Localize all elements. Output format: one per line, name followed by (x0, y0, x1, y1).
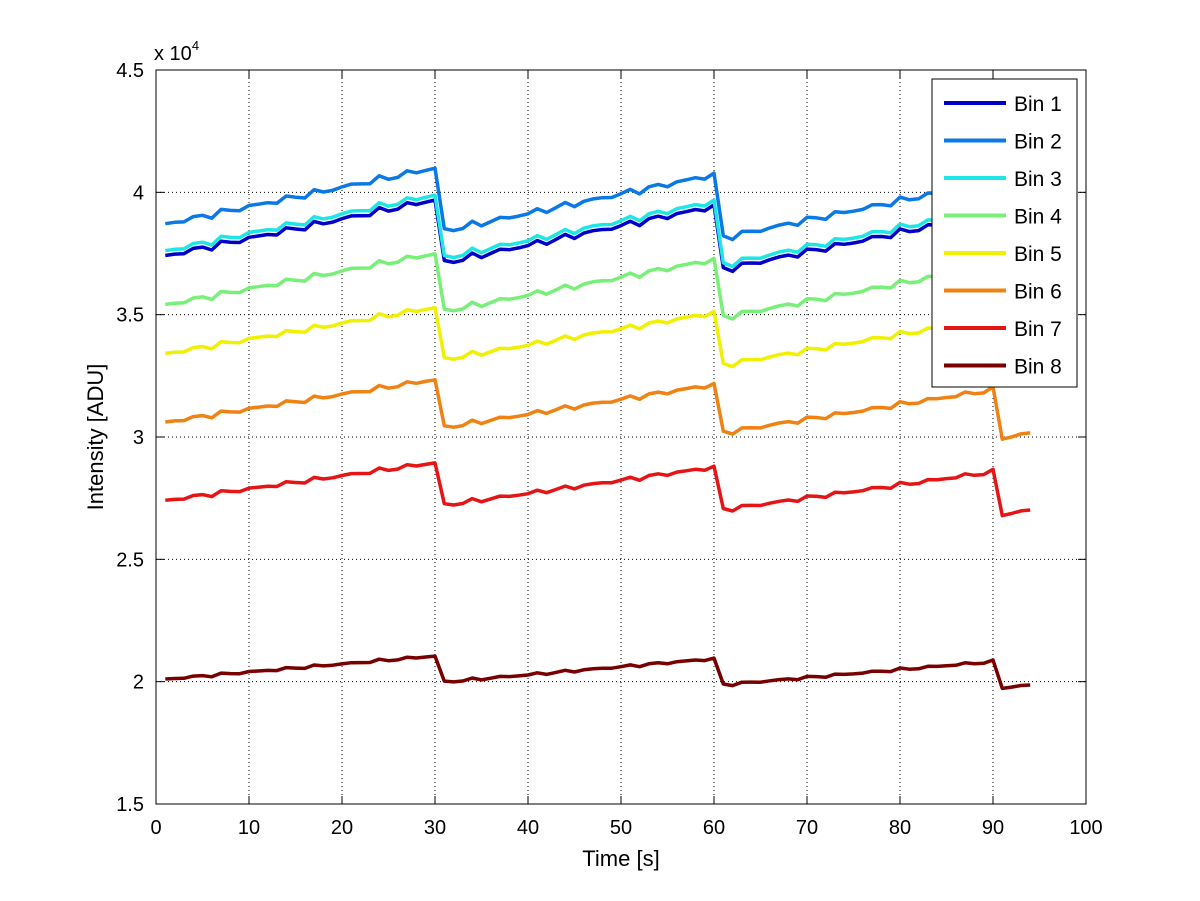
x-axis-title: Time [s] (582, 846, 659, 871)
y-tick-label: 2.5 (116, 549, 144, 571)
series-bin-5 (165, 305, 1031, 374)
legend-label: Bin 5 (1014, 243, 1062, 266)
legend-box (931, 78, 1078, 388)
series-line (165, 305, 1031, 374)
series-bin-7 (165, 461, 1031, 518)
legend-label: Bin 4 (1014, 206, 1062, 229)
series-bin-1 (165, 198, 1031, 280)
series-line (165, 654, 1031, 691)
series-bin-8 (165, 654, 1031, 691)
x-tick-label: 90 (982, 817, 1004, 839)
x-tick-label: 0 (150, 817, 161, 839)
series-line (165, 198, 1031, 280)
y-exponent-label: x 104 (154, 38, 199, 65)
series-line (165, 252, 1031, 327)
series-bin-6 (165, 378, 1031, 441)
x-tick-label: 80 (889, 817, 911, 839)
x-tick-label: 70 (796, 817, 818, 839)
legend-label: Bin 2 (1014, 131, 1062, 154)
y-tick-label: 4.5 (116, 60, 144, 82)
legend-label: Bin 8 (1014, 356, 1062, 379)
legend: Bin 1 Bin 2 Bin 3 Bin 4 Bin 5 Bin 6 Bin 7 Bin 8 (931, 78, 1078, 388)
legend-label: Bin 7 (1014, 318, 1062, 341)
y-exponent-base: x 10 (154, 43, 192, 65)
legend-label: Bin 6 (1014, 281, 1062, 304)
y-tick-label: 3.5 (116, 305, 144, 327)
legend-label: Bin 3 (1014, 168, 1062, 191)
y-tick-label: 1.5 (116, 794, 144, 816)
series-line (165, 193, 1031, 275)
x-tick-label: 10 (238, 817, 260, 839)
x-tick-label: 60 (703, 817, 725, 839)
series-lines (165, 166, 1031, 691)
x-tick-label: 100 (1069, 817, 1102, 839)
y-exponent-power: 4 (192, 38, 199, 53)
series-line (165, 378, 1031, 441)
legend-label: Bin 1 (1014, 93, 1062, 116)
series-line (165, 461, 1031, 518)
series-bin-3 (165, 193, 1031, 275)
axis-ticks: 0 10 20 30 40 50 60 70 80 90 100 1.5 2 2.5 3 3.5 4 4.5 (116, 60, 1103, 839)
y-axis-title: Intensity [ADU] (83, 364, 108, 511)
x-tick-label: 50 (610, 817, 632, 839)
series-bin-4 (165, 252, 1031, 327)
x-tick-label: 20 (331, 817, 353, 839)
y-tick-label: 4 (133, 182, 144, 204)
y-tick-label: 3 (133, 427, 144, 449)
series-line (165, 166, 1031, 249)
y-tick-label: 2 (133, 672, 144, 694)
series-bin-2 (165, 166, 1031, 249)
x-tick-label: 40 (517, 817, 539, 839)
x-tick-label: 30 (424, 817, 446, 839)
